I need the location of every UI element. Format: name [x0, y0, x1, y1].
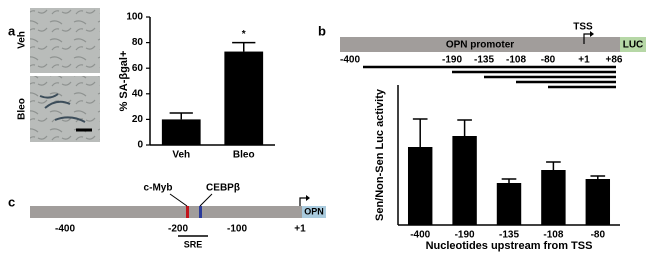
x-tick-label: -190	[455, 230, 475, 241]
position-label: -108	[506, 55, 526, 66]
panel-label: c	[8, 194, 15, 209]
position-label: +1	[578, 55, 590, 66]
error-bar	[590, 175, 606, 179]
position-label: -200	[168, 224, 188, 235]
error-bar	[232, 41, 256, 52]
error-bar	[457, 119, 472, 136]
site-mark	[186, 206, 189, 218]
x-tick-label: -80	[591, 230, 606, 241]
position-label: -135	[474, 55, 494, 66]
y-tick-label: 40	[132, 88, 144, 99]
panel-label: a	[8, 23, 16, 38]
micrograph	[30, 8, 100, 73]
site-pointer	[199, 193, 213, 207]
error-bar	[501, 178, 517, 183]
x-tick-label: Veh	[172, 150, 190, 161]
x-tick-label: Bleo	[233, 150, 255, 161]
site-pointer	[169, 193, 188, 207]
x-tick-label: -108	[543, 230, 563, 241]
error-bar	[169, 112, 193, 120]
micrograph	[30, 76, 100, 142]
bar	[224, 51, 264, 146]
position-label: +1	[294, 224, 306, 235]
y-tick-label: 20	[132, 114, 144, 125]
y-tick-label: 0	[137, 140, 143, 151]
position-label: -80	[541, 55, 556, 66]
gene-box	[302, 206, 326, 218]
panel-label: b	[318, 23, 326, 38]
y-axis-label: % SA-βgal+	[118, 51, 130, 112]
significance-mark: *	[242, 29, 246, 40]
promoter-bar	[30, 206, 302, 218]
y-tick-label: 60	[132, 63, 144, 74]
construct-lines	[363, 65, 616, 89]
y-axis-label: Sen/Non-Sen Luc activity	[374, 88, 386, 221]
y-tick-label: 100	[126, 12, 143, 23]
bar	[541, 170, 566, 225]
site-mark	[199, 206, 202, 218]
position-label: -400	[340, 55, 360, 66]
bar	[496, 183, 522, 225]
tss-arrow	[583, 33, 592, 44]
bar	[161, 119, 201, 145]
tss-label: TSS	[573, 22, 593, 33]
bar	[585, 179, 611, 225]
tss-arrow-head	[306, 195, 310, 201]
x-tick-label: -400	[410, 230, 430, 241]
bar	[452, 136, 477, 225]
position-label: -100	[227, 224, 247, 235]
tss-arrow-head	[590, 31, 594, 37]
micrograph-label: Veh	[17, 31, 28, 49]
position-label: -400	[55, 224, 75, 235]
site-label: CEBPβ	[206, 183, 240, 194]
position-label: +86	[606, 55, 623, 66]
promoter-bar	[340, 37, 620, 52]
element-label: SRE	[184, 239, 203, 249]
reporter-label: LUC	[623, 40, 644, 51]
tss-arrow	[299, 197, 308, 206]
x-tick-label: -135	[499, 230, 519, 241]
bar	[407, 147, 433, 225]
error-bar	[412, 118, 428, 147]
promoter-label: OPN promoter	[446, 40, 514, 51]
y-tick-label: 80	[132, 37, 144, 48]
reporter-box	[620, 37, 646, 52]
x-axis-label: Nucleotides upstream from TSS	[426, 240, 593, 252]
error-bar	[546, 161, 561, 170]
site-label: c-Myb	[144, 183, 173, 194]
gene-label: OPN	[304, 206, 324, 216]
micrograph-label: Bleo	[17, 98, 28, 120]
position-label: -190	[442, 55, 462, 66]
cell-shape	[39, 93, 86, 123]
